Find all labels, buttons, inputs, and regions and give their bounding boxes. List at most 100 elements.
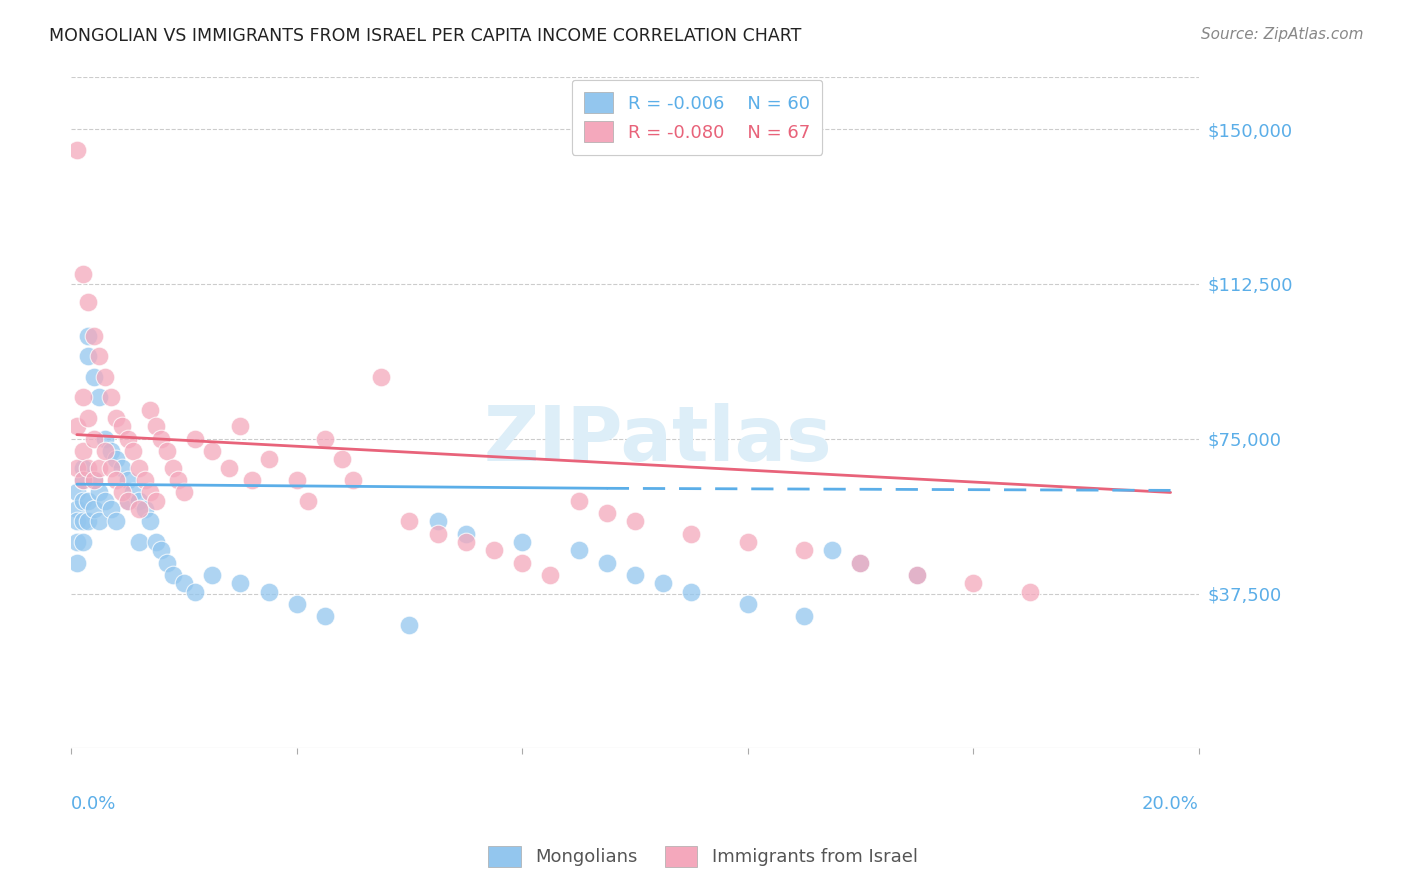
Point [66,460,89,475]
Point [285,597,308,611]
Point [83,473,105,487]
Point [105,411,128,425]
Point [240,473,263,487]
Point [145,535,167,549]
Point [128,502,150,516]
Point [89,349,111,363]
Point [77,328,100,343]
Point [538,568,561,582]
Point [66,419,89,434]
Point [83,432,105,446]
Point [83,369,105,384]
Point [510,535,533,549]
Point [66,485,89,500]
Point [454,535,477,549]
Point [330,452,353,467]
Text: 20.0%: 20.0% [1142,796,1199,814]
Text: ZIPatlas: ZIPatlas [484,403,832,477]
Point [398,514,420,528]
Point [72,535,94,549]
Point [426,526,449,541]
Point [156,556,179,570]
Point [793,609,815,624]
Point [821,543,844,558]
Point [72,493,94,508]
Point [72,267,94,281]
Text: Source: ZipAtlas.com: Source: ZipAtlas.com [1201,27,1364,42]
Point [849,556,872,570]
Point [94,444,117,458]
Point [596,556,619,570]
Point [150,543,173,558]
Point [94,432,117,446]
Point [681,584,703,599]
Point [72,473,94,487]
Point [139,514,162,528]
Point [624,568,647,582]
Point [173,576,195,591]
Point [285,473,308,487]
Point [72,473,94,487]
Point [111,419,134,434]
Point [681,526,703,541]
Point [89,391,111,405]
Point [201,568,224,582]
Point [145,419,167,434]
Point [167,473,190,487]
Point [77,493,100,508]
Point [173,485,195,500]
Point [83,473,105,487]
Legend: Mongolians, Immigrants from Israel: Mongolians, Immigrants from Israel [481,838,925,874]
Point [83,502,105,516]
Point [229,576,252,591]
Point [314,609,336,624]
Point [737,597,759,611]
Point [184,584,207,599]
Point [111,485,134,500]
Point [218,460,240,475]
Point [652,576,675,591]
Point [89,460,111,475]
Point [128,493,150,508]
Point [77,460,100,475]
Point [122,444,145,458]
Point [370,369,392,384]
Point [117,493,139,508]
Point [905,568,928,582]
Point [596,506,619,520]
Point [100,444,122,458]
Point [77,514,100,528]
Point [89,514,111,528]
Point [66,502,89,516]
Point [122,485,145,500]
Point [184,432,207,446]
Point [201,444,224,458]
Point [100,460,122,475]
Point [117,493,139,508]
Point [568,493,591,508]
Point [72,391,94,405]
Point [314,432,336,446]
Point [66,143,89,157]
Point [454,526,477,541]
Point [89,485,111,500]
Point [77,411,100,425]
Point [128,535,150,549]
Point [72,460,94,475]
Point [229,419,252,434]
Point [139,485,162,500]
Point [77,295,100,310]
Text: MONGOLIAN VS IMMIGRANTS FROM ISRAEL PER CAPITA INCOME CORRELATION CHART: MONGOLIAN VS IMMIGRANTS FROM ISRAEL PER … [49,27,801,45]
Point [257,584,280,599]
Point [117,473,139,487]
Point [482,543,505,558]
Point [510,556,533,570]
Point [94,493,117,508]
Point [342,473,364,487]
Point [257,452,280,467]
Point [72,444,94,458]
Point [297,493,319,508]
Point [128,460,150,475]
Point [398,617,420,632]
Point [94,369,117,384]
